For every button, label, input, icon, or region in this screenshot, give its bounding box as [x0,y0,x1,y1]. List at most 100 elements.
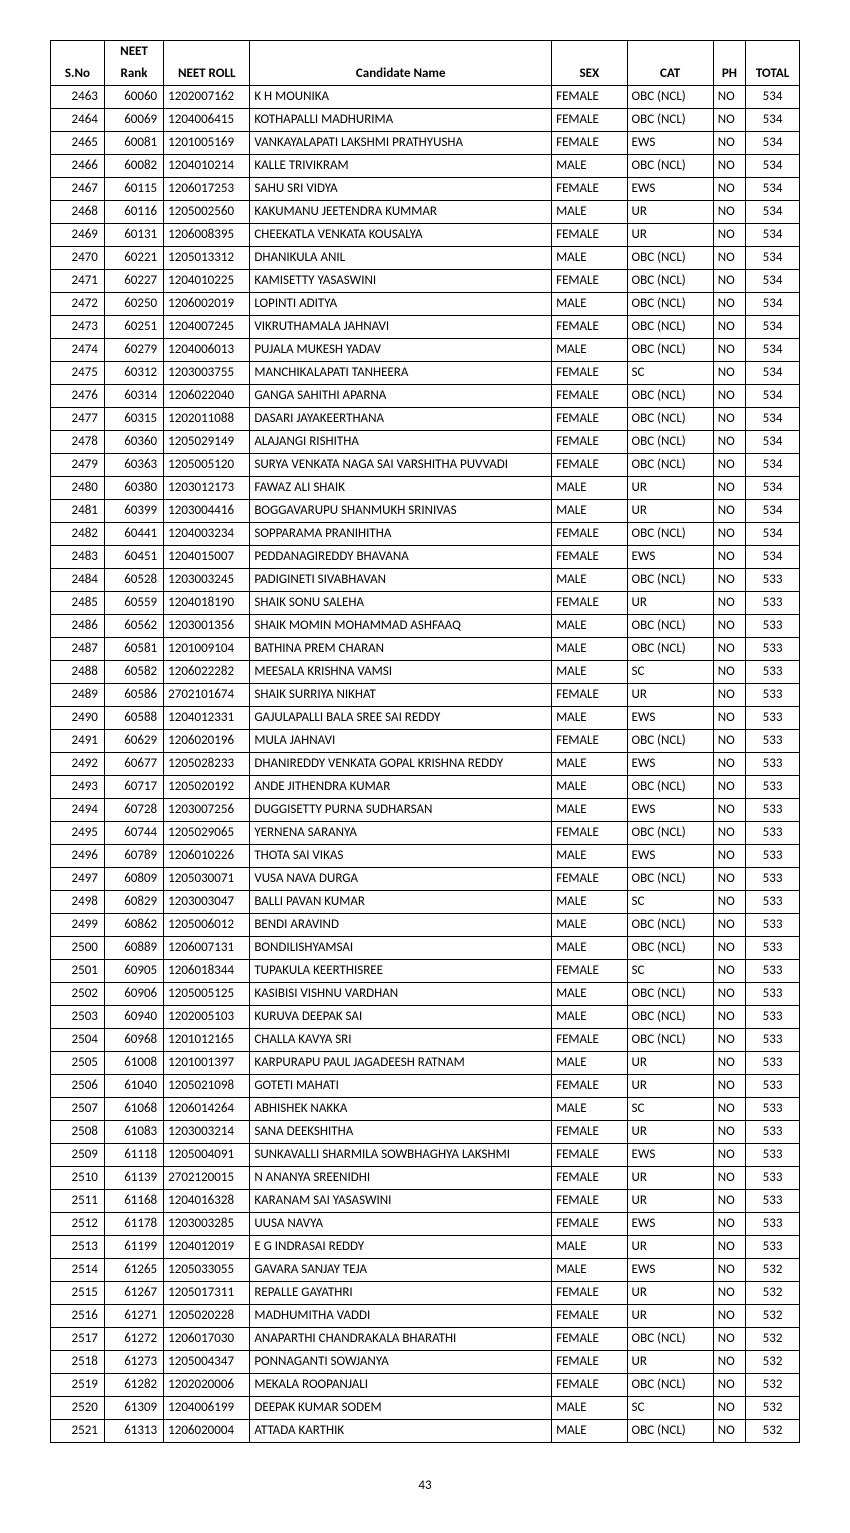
cell-ph: NO [713,868,745,891]
cell-total: 534 [746,385,800,408]
cell-sno: 2512 [51,1213,105,1236]
cell-ph: NO [713,201,745,224]
cell-sno: 2487 [51,638,105,661]
cell-sex: FEMALE [552,1374,627,1397]
table-row: 2511611681204016328KARANAM SAI YASASWINI… [51,1190,800,1213]
cell-cat: UR [627,1052,713,1075]
cell-cat: EWS [627,1144,713,1167]
cell-cat: EWS [627,1259,713,1282]
cell-sex: MALE [552,477,627,500]
cell-sex: MALE [552,891,627,914]
cell-rank: 60250 [104,293,163,316]
cell-roll: 1201012165 [164,1029,250,1052]
cell-ph: NO [713,1121,745,1144]
cell-name: ANAPARTHI CHANDRAKALA BHARATHI [250,1328,552,1351]
table-row: 2464600691204006415KOTHAPALLI MADHURIMAF… [51,109,800,132]
cell-cat: UR [627,224,713,247]
cell-sex: FEMALE [552,1190,627,1213]
cell-cat: UR [627,1075,713,1098]
cell-total: 533 [746,937,800,960]
cell-rank: 61040 [104,1075,163,1098]
cell-sno: 2509 [51,1144,105,1167]
cell-ph: NO [713,339,745,362]
cell-cat: SC [627,661,713,684]
cell-name: PONNAGANTI SOWJANYA [250,1351,552,1374]
table-row: 2491606291206020196MULA JAHNAVIFEMALEOBC… [51,730,800,753]
cell-ph: NO [713,822,745,845]
cell-roll: 1205020228 [164,1305,250,1328]
cell-total: 534 [746,155,800,178]
cell-sno: 2508 [51,1121,105,1144]
cell-total: 533 [746,1075,800,1098]
cell-sno: 2504 [51,1029,105,1052]
cell-ph: NO [713,707,745,730]
cell-cat: OBC (NCL) [627,868,713,891]
cell-ph: NO [713,1098,745,1121]
cell-name: KALLE TRIVIKRAM [250,155,552,178]
cell-rank: 60399 [104,500,163,523]
cell-roll: 1204007245 [164,316,250,339]
cell-sno: 2499 [51,914,105,937]
table-row: 2471602271204010225KAMISETTY YASASWINIFE… [51,270,800,293]
cell-cat: EWS [627,132,713,155]
cell-rank: 60451 [104,546,163,569]
cell-rank: 61272 [104,1328,163,1351]
cell-sno: 2475 [51,362,105,385]
cell-rank: 61118 [104,1144,163,1167]
cell-sno: 2515 [51,1282,105,1305]
cell-sno: 2468 [51,201,105,224]
cell-total: 532 [746,1305,800,1328]
cell-cat: UR [627,1121,713,1144]
cell-roll: 1202007162 [164,86,250,109]
header-cat: CAT [627,41,713,86]
cell-rank: 60744 [104,822,163,845]
cell-rank: 60728 [104,799,163,822]
cell-total: 533 [746,569,800,592]
cell-rank: 61139 [104,1167,163,1190]
cell-sno: 2465 [51,132,105,155]
cell-roll: 1206018344 [164,960,250,983]
cell-roll: 1203003755 [164,362,250,385]
header-total: TOTAL [746,41,800,86]
cell-total: 534 [746,109,800,132]
cell-total: 533 [746,960,800,983]
cell-sno: 2495 [51,822,105,845]
cell-cat: OBC (NCL) [627,1029,713,1052]
cell-ph: NO [713,1144,745,1167]
cell-total: 534 [746,247,800,270]
cell-sno: 2470 [51,247,105,270]
cell-sex: FEMALE [552,385,627,408]
cell-name: MEESALA KRISHNA VAMSI [250,661,552,684]
cell-sex: FEMALE [552,1328,627,1351]
cell-sex: FEMALE [552,546,627,569]
cell-sno: 2485 [51,592,105,615]
cell-sno: 2464 [51,109,105,132]
header-name: Candidate Name [250,41,552,86]
cell-ph: NO [713,730,745,753]
header-sex: SEX [552,41,627,86]
cell-rank: 60081 [104,132,163,155]
cell-name: DHANIREDDY VENKATA GOPAL KRISHNA REDDY [250,753,552,776]
cell-total: 533 [746,1029,800,1052]
cell-name: CHALLA KAVYA SRI [250,1029,552,1052]
table-row: 2492606771205028233DHANIREDDY VENKATA GO… [51,753,800,776]
cell-sno: 2514 [51,1259,105,1282]
cell-cat: OBC (NCL) [627,270,713,293]
cell-ph: NO [713,960,745,983]
cell-cat: UR [627,201,713,224]
cell-ph: NO [713,178,745,201]
cell-sex: MALE [552,247,627,270]
table-row: 2521613131206020004ATTADA KARTHIKMALEOBC… [51,1420,800,1443]
cell-ph: NO [713,592,745,615]
table-row: 2499608621205006012BENDI ARAVINDMALEOBC … [51,914,800,937]
cell-cat: EWS [627,753,713,776]
cell-roll: 1203007256 [164,799,250,822]
cell-name: LOPINTI ADITYA [250,293,552,316]
cell-sex: FEMALE [552,523,627,546]
header-rank-top: NEET [104,41,163,64]
cell-ph: NO [713,914,745,937]
cell-ph: NO [713,661,745,684]
cell-rank: 61199 [104,1236,163,1259]
cell-sex: MALE [552,155,627,178]
cell-total: 534 [746,201,800,224]
